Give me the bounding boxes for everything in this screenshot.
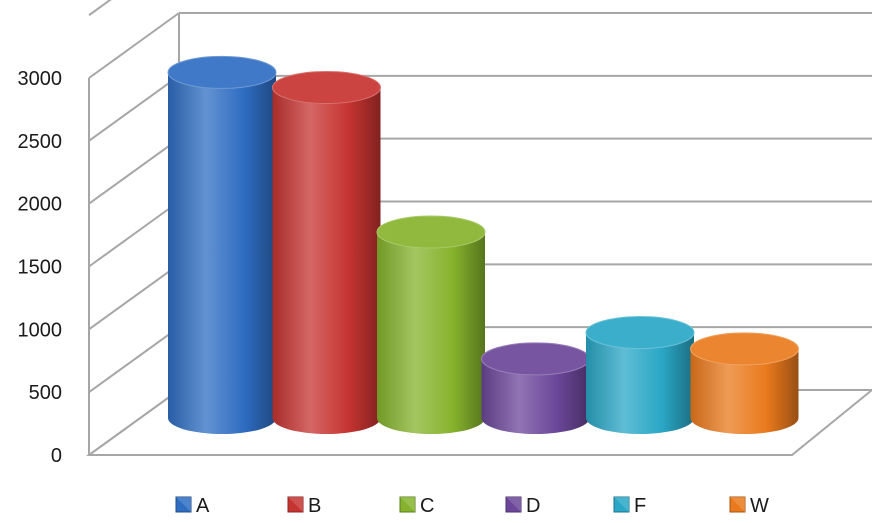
y-tick-label: 3000 xyxy=(18,68,63,90)
legend-swatch-shine xyxy=(288,497,303,512)
legend-swatch-shine xyxy=(176,497,191,512)
legend-label: B xyxy=(308,495,321,517)
bar-top xyxy=(376,215,486,249)
legend-label: D xyxy=(526,495,540,517)
bar-F xyxy=(585,316,695,434)
legend-swatch-shine xyxy=(614,497,629,512)
bar-body xyxy=(481,358,590,434)
gridline-diagonal xyxy=(88,75,180,142)
y-tick-label: 1000 xyxy=(18,319,63,341)
bar-body xyxy=(168,72,276,435)
bar-B xyxy=(272,70,381,434)
legend-swatch-shine xyxy=(730,497,745,512)
gridline-diagonal xyxy=(88,200,180,268)
bar-top xyxy=(272,70,381,104)
bar-W xyxy=(690,332,799,434)
legend-entry: C xyxy=(399,495,434,517)
bar-body xyxy=(377,232,485,434)
legend-label: W xyxy=(750,495,769,517)
y-tick-label: 0 xyxy=(51,445,62,467)
bar-top xyxy=(481,342,590,376)
bar-body xyxy=(690,348,799,434)
gridline-diagonal xyxy=(88,0,112,16)
legend-entry: B xyxy=(287,495,321,517)
legend-swatch-shine xyxy=(400,497,415,512)
bar-C xyxy=(376,215,486,434)
bar-body xyxy=(586,332,694,434)
y-tick-label: 500 xyxy=(29,382,62,404)
bar-D xyxy=(481,342,590,434)
y-axis: 0 500 1000 1500 2000 2500 3000 xyxy=(18,68,63,467)
y-tick-label: 2500 xyxy=(18,131,63,153)
y-tick-label: 1500 xyxy=(18,257,63,279)
y-tick-label: 2000 xyxy=(18,194,63,216)
bar-top xyxy=(585,316,695,350)
legend-swatch-shine xyxy=(506,497,521,512)
legend-entry: F xyxy=(613,495,646,517)
legend-entry: A xyxy=(175,495,210,517)
bars xyxy=(167,55,799,435)
bar-top xyxy=(167,55,277,89)
gridline-diagonal xyxy=(88,326,180,393)
legend-entry: D xyxy=(505,495,540,517)
legend-label: C xyxy=(420,495,434,517)
legend-entry: W xyxy=(729,495,769,517)
gridline-diagonal xyxy=(88,263,180,331)
bar-body xyxy=(272,87,381,434)
gridline-diagonal xyxy=(88,12,180,79)
bar-A xyxy=(167,55,277,435)
bar-top xyxy=(690,332,799,366)
gridline-diagonal xyxy=(88,137,180,205)
gridline-diagonal xyxy=(88,389,180,456)
legend-label: F xyxy=(634,495,646,517)
legend-label: A xyxy=(196,495,210,517)
